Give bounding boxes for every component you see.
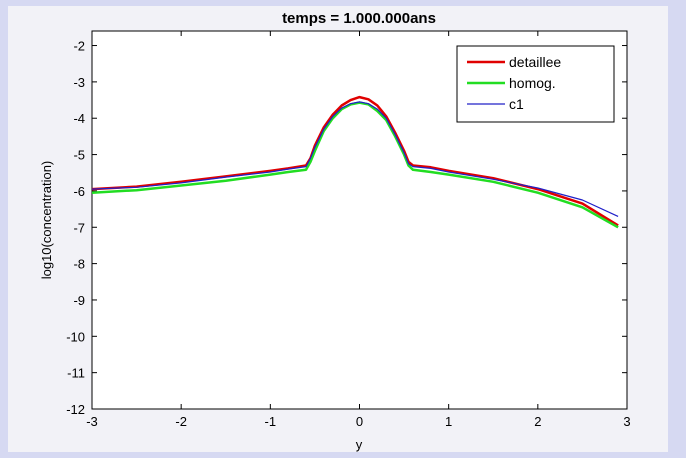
- y-tick-label: -10: [66, 329, 85, 344]
- legend-items: detaillee homog. c1: [467, 54, 561, 112]
- x-tick-label: 1: [445, 414, 452, 429]
- y-axis-label: log10(concentration): [39, 161, 54, 280]
- x-tick-label: -2: [175, 414, 187, 429]
- y-tick-label: -12: [66, 402, 85, 417]
- y-tick-label: -3: [73, 75, 85, 90]
- legend-label: c1: [509, 96, 524, 112]
- chart-title: temps = 1.000.000ans: [282, 10, 436, 27]
- legend-label: homog.: [509, 75, 556, 91]
- x-tick-label: -3: [86, 414, 98, 429]
- x-axis-ticks: -3 -2 -1 0 1 2 3: [86, 31, 631, 429]
- legend-label: detaillee: [509, 54, 561, 70]
- y-tick-label: -8: [73, 257, 85, 272]
- series-line-c1: [91, 101, 619, 217]
- x-tick-label: 3: [623, 414, 630, 429]
- y-tick-label: -11: [67, 366, 85, 381]
- y-tick-label: -9: [73, 293, 85, 308]
- series-line-detaillee: [91, 95, 619, 227]
- y-tick-label: -4: [73, 111, 85, 126]
- y-tick-label: -5: [73, 148, 85, 163]
- y-tick-label: -2: [73, 39, 85, 54]
- x-axis-label: y: [356, 437, 363, 452]
- y-tick-label: -6: [73, 184, 85, 199]
- series-line-homog: [91, 101, 619, 229]
- x-tick-label: -1: [265, 414, 277, 429]
- x-tick-label: 0: [356, 414, 363, 429]
- y-axis-ticks: -12 -11 -10 -9 -8 -7 -6 -5 -4 -3 -2: [66, 39, 627, 417]
- y-tick-label: -7: [73, 220, 85, 235]
- legend: detaillee homog. c1: [456, 45, 615, 123]
- series-lines: [91, 95, 619, 229]
- x-tick-label: 2: [534, 414, 541, 429]
